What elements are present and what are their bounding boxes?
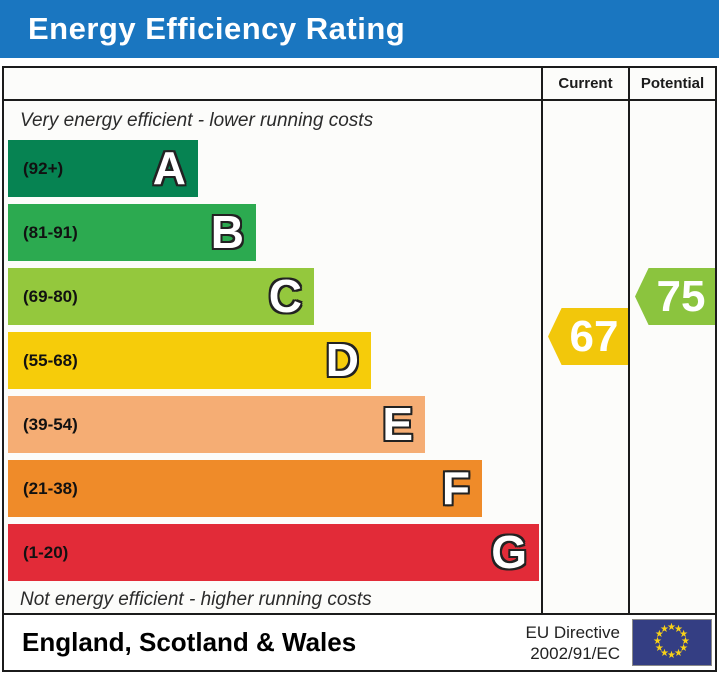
eu-directive-text: EU Directive 2002/91/EC — [526, 622, 620, 664]
eu-flag-star: ★ — [674, 648, 683, 660]
eu-flag-star: ★ — [681, 636, 690, 647]
region-label: England, Scotland & Wales — [22, 627, 357, 657]
band-d-range: (55-68) — [23, 350, 78, 370]
current-rating-value: 67 — [569, 311, 619, 361]
eu-flag-star: ★ — [667, 650, 676, 661]
band-b-letter: B — [210, 206, 244, 258]
band-d-bar: (55-68) D — [8, 332, 371, 389]
eu-flag-star: ★ — [674, 623, 683, 635]
band-e-bar: (39-54) E — [8, 396, 425, 453]
eu-flag-star: ★ — [667, 622, 676, 633]
eu-flag-star: ★ — [660, 648, 669, 660]
eu-flag-star: ★ — [679, 643, 689, 654]
eu-flag-star: ★ — [654, 629, 664, 640]
footer-bar: England, Scotland & Wales EU Directive 2… — [2, 613, 717, 672]
rating-table: Current Potential Very energy efficient … — [2, 66, 717, 615]
header-current: Current — [541, 68, 628, 101]
header-blank-cell — [4, 68, 541, 101]
eu-directive-line2: 2002/91/EC — [530, 643, 620, 663]
band-c-letter: C — [268, 270, 302, 322]
eu-flag-star: ★ — [654, 643, 664, 654]
eu-flag-star: ★ — [660, 623, 669, 635]
eu-directive-line1: EU Directive — [525, 622, 620, 642]
band-e-letter: E — [382, 398, 413, 450]
band-a-range: (92+) — [23, 158, 64, 178]
top-caption: Very energy efficient - lower running co… — [20, 110, 374, 131]
current-rating-arrow: 67 — [548, 308, 628, 365]
band-d-letter: D — [325, 334, 359, 386]
potential-rating-arrow: 75 — [635, 268, 715, 325]
band-f-bar: (21-38) F — [8, 460, 482, 517]
band-a-bar: (92+) A — [8, 140, 198, 197]
band-c-range: (69-80) — [23, 286, 78, 306]
band-f-letter: F — [441, 462, 470, 514]
band-b-range: (81-91) — [23, 222, 78, 242]
band-e-range: (39-54) — [23, 414, 78, 434]
band-a-letter: A — [152, 142, 186, 194]
band-g-range: (1-20) — [23, 542, 69, 562]
current-column: 67 — [541, 101, 628, 613]
band-g-bar: (1-20) G — [8, 524, 539, 581]
band-b-bar: (81-91) B — [8, 204, 256, 261]
page-title: Energy Efficiency Rating — [28, 11, 406, 46]
eu-flag-star: ★ — [653, 636, 662, 647]
eu-flag-star: ★ — [679, 629, 689, 640]
band-c-bar: (69-80) C — [8, 268, 314, 325]
eu-directive-group: EU Directive 2002/91/EC ★ ★ ★ ★ ★ ★ ★ ★ ★ ★ ★ ★ — [526, 619, 715, 666]
bottom-caption: Not energy efficient - higher running co… — [20, 589, 372, 610]
header-potential: Potential — [628, 68, 715, 101]
eu-flag: ★ ★ ★ ★ ★ ★ ★ ★ ★ ★ ★ ★ — [632, 619, 712, 666]
potential-rating-value: 75 — [656, 271, 706, 321]
title-bar: Energy Efficiency Rating — [0, 0, 719, 58]
potential-column: 75 — [628, 101, 715, 613]
band-chart: Very energy efficient - lower running co… — [4, 101, 541, 613]
band-g-letter: G — [491, 526, 527, 578]
band-f-range: (21-38) — [23, 478, 78, 498]
